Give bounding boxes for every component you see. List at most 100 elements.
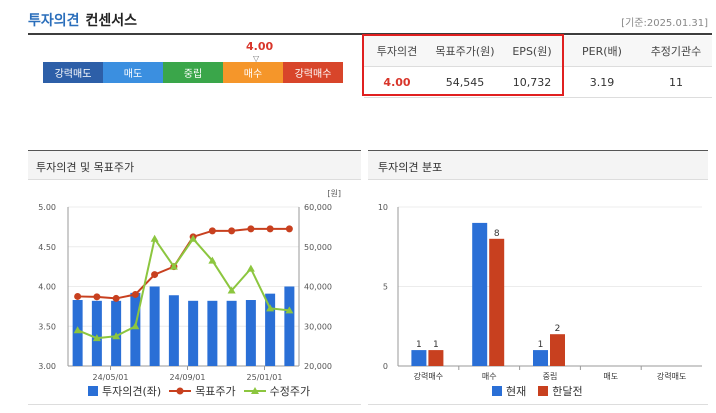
adjusted-price-point [112, 332, 121, 340]
legend-opinion: 투자의견(좌) [102, 385, 162, 398]
right-panel-title: 투자의견 분포 [378, 161, 443, 174]
val-eps: 10,732 [500, 66, 564, 98]
y-tick: 0 [383, 362, 388, 371]
target-price-point [112, 294, 120, 302]
summary-value-row: 4.00 54,545 10,732 3.19 11 [364, 66, 712, 98]
y-left-tick: 4.00 [38, 283, 56, 292]
legend-month-ago-swatch [538, 386, 549, 396]
y-left-tick: 3.00 [38, 362, 56, 371]
y-tick: 5 [383, 283, 388, 292]
legend-target: 목표주가 [195, 385, 236, 398]
opinion-marker-icon: ▽ [253, 54, 260, 63]
category-label: 매도 [603, 372, 618, 381]
month-ago-bar-label: 2 [555, 324, 561, 334]
adjusted-price-point [285, 306, 294, 314]
month-ago-bar-label: 8 [494, 229, 500, 239]
col-opinion: 투자의견 [364, 36, 430, 67]
opinion-bar [265, 293, 276, 366]
x-tick-label: 25/01/01 [247, 373, 283, 382]
summary-table: 투자의견 목표주가(원) EPS(원) PER(배) 추정기관수 4.00 54… [364, 36, 712, 98]
y-left-tick: 4.50 [38, 243, 56, 252]
category-label: 강력매도 [657, 371, 686, 381]
scale-segment-neutral: 중립 [163, 62, 223, 83]
target-price-point [208, 227, 216, 235]
opinion-scale-bar: 강력매도 매도 중립 매수 강력매수 [43, 62, 343, 83]
month-ago-bar [550, 334, 565, 366]
legend-current-swatch [492, 386, 502, 396]
val-opinion: 4.00 [364, 66, 430, 98]
opinion-bar [207, 300, 218, 366]
scale-segment-buy: 매수 [223, 62, 283, 83]
adjusted-price-point [92, 334, 101, 342]
category-label: 매수 [482, 372, 497, 381]
adjusted-price-point [227, 286, 236, 294]
adjusted-price-point [266, 304, 275, 312]
adjusted-price-point [73, 326, 82, 334]
opinion-bar [130, 292, 141, 366]
target-price-point [266, 225, 274, 233]
category-label: 중립 [543, 372, 558, 381]
col-target-price: 목표주가(원) [430, 36, 500, 67]
right-legend: 현재 한달전 [492, 383, 583, 399]
y-right-tick: 20,000 [304, 362, 332, 371]
current-bar [411, 350, 427, 366]
val-per: 3.19 [564, 66, 640, 98]
adjusted-price-point [131, 322, 140, 330]
opinion-bar [226, 300, 237, 366]
right-panel-header: 투자의견 분포 [368, 150, 708, 180]
reference-date: [기준:2025.01.31] [621, 18, 708, 29]
adjusted-price-line [77, 236, 290, 340]
y-left-tick: 5.00 [38, 203, 56, 212]
scale-segment-strong-buy: 강력매수 [283, 62, 343, 83]
current-bar-label: 1 [416, 340, 422, 350]
target-price-point [74, 292, 82, 300]
left-panel-header: 투자의견 및 목표주가 [28, 150, 361, 180]
adjusted-price-point [246, 264, 255, 272]
val-target-price: 54,545 [430, 66, 500, 98]
left-panel-title: 투자의견 및 목표주가 [36, 161, 135, 174]
adjusted-price-point [189, 234, 198, 242]
right-panel-bottom [368, 404, 708, 405]
y-tick: 10 [378, 203, 388, 212]
y-right-unit: [원] [327, 189, 341, 198]
month-ago-bar-label: 1 [433, 340, 439, 350]
legend-opinion-swatch [88, 386, 98, 396]
target-price-point [228, 227, 236, 235]
target-price-point [151, 271, 159, 279]
opinion-target-price-chart: 5.00 4.50 4.00 3.50 3.00 60,000 50,000 40,000 30… [38, 189, 341, 382]
opinion-distribution-chart: 0 5 10 강력매수 1 1 매수 8 중립 1 2 매도 강력매도 [378, 203, 702, 381]
current-bar [472, 222, 488, 366]
y-right-tick: 30,000 [304, 322, 332, 331]
opinion-bar [188, 300, 199, 366]
col-per: PER(배) [564, 36, 640, 67]
target-price-point [285, 225, 293, 233]
page-title: 투자의견 컨센서스 [28, 10, 137, 30]
opinion-bar [245, 300, 256, 366]
legend-target-swatch [169, 387, 192, 395]
legend-adjusted: 수정주가 [269, 385, 311, 398]
y-right-tick: 40,000 [304, 283, 332, 292]
summary-header-row: 투자의견 목표주가(원) EPS(원) PER(배) 추정기관수 [364, 36, 712, 67]
legend-adjusted-swatch [243, 387, 266, 394]
opinion-bar [91, 300, 102, 366]
y-left-tick: 3.50 [38, 322, 56, 331]
scale-segment-sell: 매도 [103, 62, 163, 83]
x-tick-label: 24/09/01 [170, 373, 206, 382]
month-ago-bar [489, 238, 505, 366]
x-tick-label: 24/05/01 [93, 373, 129, 382]
col-eps: EPS(원) [500, 36, 564, 67]
opinion-bar [168, 295, 179, 366]
legend-month-ago: 한달전 [552, 385, 583, 398]
target-price-point [247, 225, 255, 233]
opinion-bar [284, 286, 295, 366]
left-panel-bottom [28, 404, 361, 405]
opinion-current-value: 4.00 [246, 40, 274, 53]
left-legend: 투자의견(좌) 목표주가 수정주가 [88, 383, 310, 399]
y-right-tick: 60,000 [304, 203, 332, 212]
target-price-line [77, 227, 290, 300]
scale-segment-strong-sell: 강력매도 [43, 62, 103, 83]
col-institution-count: 추정기관수 [640, 36, 712, 67]
opinion-bar [149, 286, 160, 366]
target-price-point [131, 290, 139, 298]
y-right-tick: 50,000 [304, 243, 332, 252]
